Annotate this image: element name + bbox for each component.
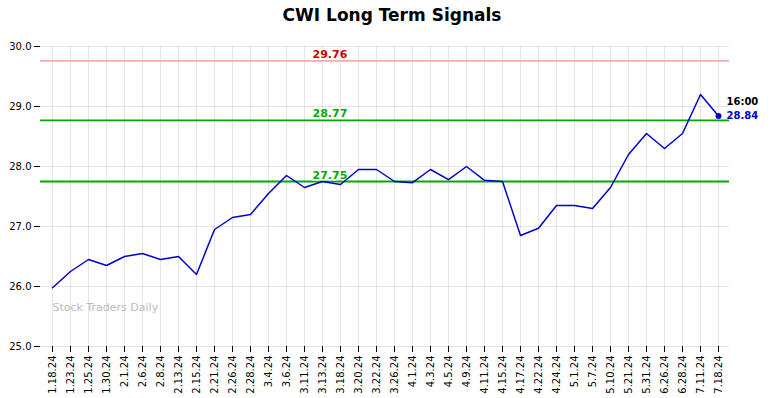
svg-text:28.77: 28.77 (312, 107, 347, 120)
svg-text:5.1.24: 5.1.24 (569, 356, 580, 388)
svg-text:1.23.24: 1.23.24 (65, 356, 76, 394)
svg-text:28.0: 28.0 (9, 161, 31, 172)
svg-text:5.7.24: 5.7.24 (587, 356, 598, 388)
svg-text:4.17.24: 4.17.24 (515, 356, 526, 394)
html-text:CWI Long Term Signals: CWI Long Term Signals (282, 5, 502, 25)
svg-text:3.4.24: 3.4.24 (263, 356, 274, 388)
svg-text:6.28.24: 6.28.24 (677, 356, 688, 394)
svg-text:29.0: 29.0 (9, 101, 31, 112)
svg-text:7.11.24: 7.11.24 (695, 356, 706, 394)
svg-text:16:00: 16:00 (727, 96, 759, 107)
svg-text:2.28.24: 2.28.24 (245, 356, 256, 394)
svg-text:4.22.24: 4.22.24 (533, 356, 544, 394)
svg-text:3.6.24: 3.6.24 (281, 356, 292, 388)
svg-text:2.26.24: 2.26.24 (227, 356, 238, 394)
svg-text:2.8.24: 2.8.24 (155, 356, 166, 388)
svg-text:Stock Traders Daily: Stock Traders Daily (53, 301, 159, 314)
svg-text:5.21.24: 5.21.24 (623, 356, 634, 394)
svg-text:3.26.24: 3.26.24 (389, 356, 400, 394)
svg-text:6.26.24: 6.26.24 (659, 356, 670, 394)
svg-text:3.13.24: 3.13.24 (317, 356, 328, 394)
svg-text:28.84: 28.84 (727, 110, 759, 121)
svg-text:26.0: 26.0 (9, 281, 31, 292)
svg-text:30.0: 30.0 (9, 41, 31, 52)
svg-text:3.11.24: 3.11.24 (299, 356, 310, 394)
svg-text:4.5.24: 4.5.24 (443, 356, 454, 388)
svg-text:4.11.24: 4.11.24 (479, 356, 490, 394)
svg-text:1.25.24: 1.25.24 (83, 356, 94, 394)
svg-text:4.15.24: 4.15.24 (497, 356, 508, 394)
svg-text:1.30.24: 1.30.24 (101, 356, 112, 394)
svg-text:7.18.24: 7.18.24 (713, 356, 724, 394)
svg-text:3.22.24: 3.22.24 (371, 356, 382, 394)
svg-text:4.3.24: 4.3.24 (425, 356, 436, 388)
svg-text:4.24.24: 4.24.24 (551, 356, 562, 394)
svg-text:25.0: 25.0 (9, 341, 31, 352)
svg-text:2.6.24: 2.6.24 (137, 356, 148, 388)
svg-text:3.20.24: 3.20.24 (353, 356, 364, 394)
svg-text:4.9.24: 4.9.24 (461, 356, 472, 388)
svg-text:3.18.24: 3.18.24 (335, 356, 346, 394)
svg-text:4.1.24: 4.1.24 (407, 356, 418, 388)
svg-text:1.18.24: 1.18.24 (47, 356, 58, 394)
svg-text:2.13.24: 2.13.24 (173, 356, 184, 394)
svg-text:5.31.24: 5.31.24 (641, 356, 652, 394)
svg-text:27.75: 27.75 (312, 169, 347, 182)
svg-text:29.76: 29.76 (312, 48, 347, 61)
svg-text:27.0: 27.0 (9, 221, 31, 232)
svg-text:2.21.24: 2.21.24 (209, 356, 220, 394)
svg-text:5.10.24: 5.10.24 (605, 356, 616, 394)
svg-text:2.15.24: 2.15.24 (191, 356, 202, 394)
svg-text:2.1.24: 2.1.24 (119, 356, 130, 388)
